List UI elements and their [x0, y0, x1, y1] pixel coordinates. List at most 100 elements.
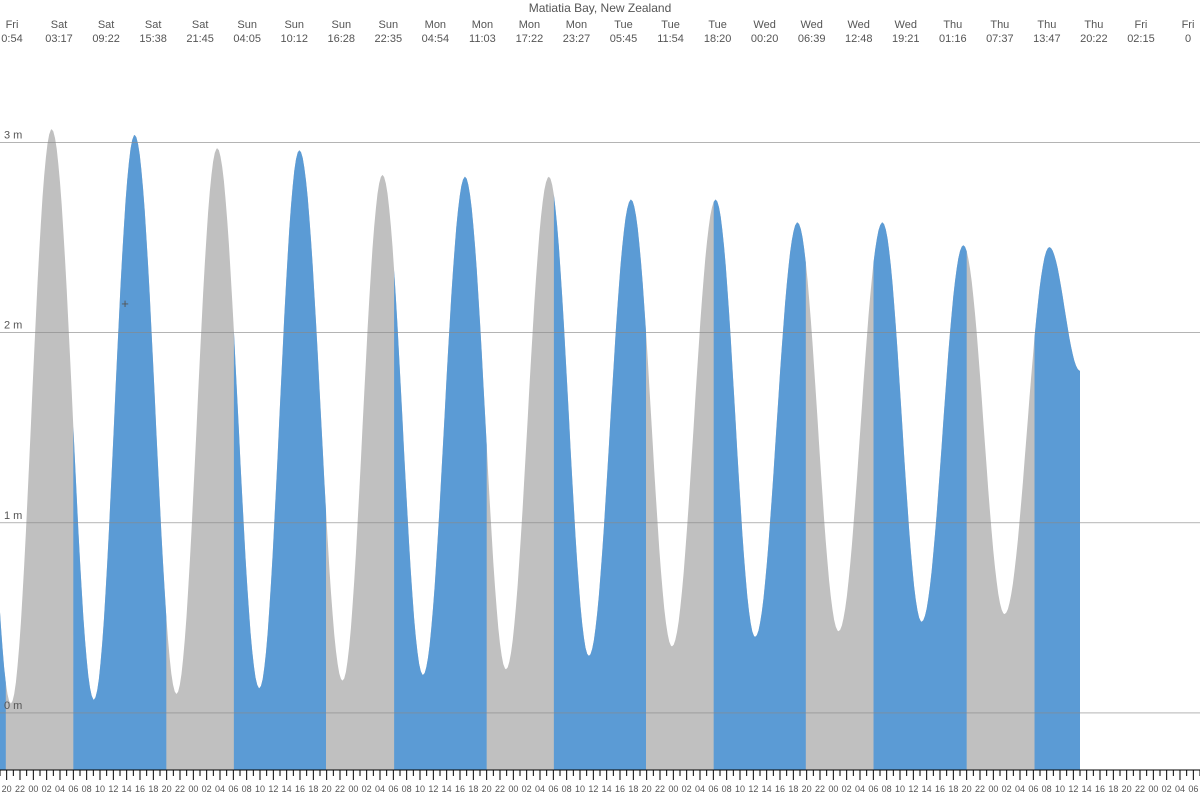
xlabel: 12 [908, 784, 918, 794]
xlabel: 04 [55, 784, 65, 794]
xlabel: 00 [508, 784, 518, 794]
xlabel: 06 [708, 784, 718, 794]
xlabel: 02 [682, 784, 692, 794]
tide-area-day-4 [554, 195, 646, 770]
header-day-19: Wed [895, 19, 917, 31]
header-time-15: 18:20 [704, 33, 732, 45]
xlabel: 22 [15, 784, 25, 794]
xlabel: 02 [202, 784, 212, 794]
header-time-1: 03:17 [45, 33, 73, 45]
header-day-20: Thu [943, 19, 962, 31]
xlabel: 14 [602, 784, 612, 794]
header-day-4: Sat [192, 19, 209, 31]
xlabel: 04 [215, 784, 225, 794]
xlabel: 16 [615, 784, 625, 794]
header-time-10: 11:03 [469, 33, 496, 45]
xlabel: 00 [28, 784, 38, 794]
header-time-4: 21:45 [186, 33, 214, 45]
xlabel: 08 [82, 784, 92, 794]
xlabel: 18 [468, 784, 478, 794]
xlabel: 00 [668, 784, 678, 794]
header-time-7: 16:28 [328, 33, 356, 45]
header-day-7: Sun [331, 19, 351, 31]
header-day-2: Sat [98, 19, 115, 31]
header-time-16: 00:20 [751, 33, 779, 45]
xlabel: 14 [1082, 784, 1092, 794]
xlabel: 06 [1028, 784, 1038, 794]
header-time-25: 0 [1185, 33, 1191, 45]
header-time-24: 02:15 [1127, 33, 1155, 45]
xlabel: 12 [748, 784, 758, 794]
header-time-18: 12:48 [845, 33, 873, 45]
header-time-22: 13:47 [1033, 33, 1061, 45]
tide-area-day-1 [73, 135, 166, 770]
header-time-9: 04:54 [422, 33, 450, 45]
tide-area-day-0 [0, 127, 6, 770]
xlabel: 18 [788, 784, 798, 794]
xlabel: 20 [2, 784, 12, 794]
xlabel: 02 [42, 784, 52, 794]
header-time-8: 22:35 [375, 33, 403, 45]
tide-area-day-5 [714, 200, 806, 770]
xlabel: 08 [1042, 784, 1052, 794]
xlabel: 08 [402, 784, 412, 794]
xlabel: 14 [442, 784, 452, 794]
xlabel: 14 [282, 784, 292, 794]
xlabel: 04 [1175, 784, 1185, 794]
header-time-17: 06:39 [798, 33, 826, 45]
xlabel: 12 [268, 784, 278, 794]
header-day-5: Sun [237, 19, 257, 31]
xlabel: 10 [895, 784, 905, 794]
xlabel: 00 [828, 784, 838, 794]
xlabel: 20 [162, 784, 172, 794]
xlabel: 18 [628, 784, 638, 794]
xlabel: 16 [455, 784, 465, 794]
tide-area-day-7 [1035, 247, 1081, 770]
xlabel: 22 [175, 784, 185, 794]
header-time-3: 15:38 [139, 33, 167, 45]
header-day-0: Fri [6, 19, 19, 31]
xlabel: 22 [495, 784, 505, 794]
ylabel-2: 2 m [4, 320, 22, 332]
header-day-9: Mon [425, 19, 446, 31]
header-time-13: 05:45 [610, 33, 638, 45]
xlabel: 10 [255, 784, 265, 794]
xlabel: 18 [948, 784, 958, 794]
header-day-23: Thu [1084, 19, 1103, 31]
header-time-6: 10:12 [280, 33, 308, 45]
xlabel: 02 [1002, 784, 1012, 794]
xlabel: 08 [242, 784, 252, 794]
xlabel: 12 [108, 784, 118, 794]
xlabel: 06 [548, 784, 558, 794]
header-day-3: Sat [145, 19, 162, 31]
xlabel: 04 [1015, 784, 1025, 794]
header-day-17: Wed [800, 19, 822, 31]
header-day-25: Fri [1182, 19, 1195, 31]
xlabel: 06 [228, 784, 238, 794]
xlabel: 06 [68, 784, 78, 794]
xlabel: 06 [868, 784, 878, 794]
xlabel: 20 [1122, 784, 1132, 794]
header-time-23: 20:22 [1080, 33, 1108, 45]
cursor-marker: + [121, 296, 129, 311]
xlabel: 10 [95, 784, 105, 794]
tide-chart: 0 m1 m2 m3 m2022000204060810121416182022… [0, 0, 1200, 800]
header-day-24: Fri [1135, 19, 1148, 31]
header-time-14: 11:54 [657, 33, 684, 45]
xlabel: 18 [308, 784, 318, 794]
header-time-0: 0:54 [1, 33, 22, 45]
header-time-19: 19:21 [892, 33, 920, 45]
xlabel: 08 [722, 784, 732, 794]
header-time-20: 01:16 [939, 33, 967, 45]
header-day-18: Wed [848, 19, 870, 31]
xlabel: 12 [428, 784, 438, 794]
xlabel: 16 [775, 784, 785, 794]
header-day-6: Sun [284, 19, 304, 31]
xlabel: 20 [962, 784, 972, 794]
xlabel: 20 [322, 784, 332, 794]
xlabel: 16 [935, 784, 945, 794]
header-day-21: Thu [990, 19, 1009, 31]
xlabel: 14 [922, 784, 932, 794]
xlabel: 00 [188, 784, 198, 794]
header-time-5: 04:05 [233, 33, 261, 45]
